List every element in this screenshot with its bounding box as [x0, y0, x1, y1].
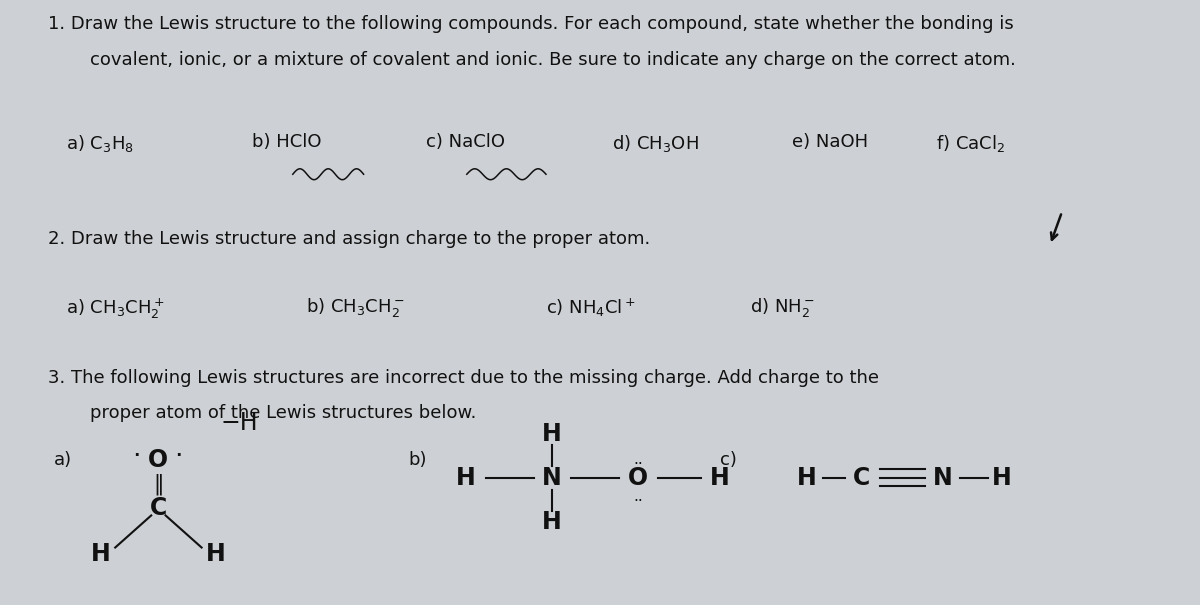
Text: H: H: [992, 466, 1012, 490]
Text: ·: ·: [132, 444, 142, 469]
Text: −H: −H: [221, 411, 258, 436]
Text: H: H: [542, 422, 562, 446]
Text: d) $\mathregular{NH_2^-}$: d) $\mathregular{NH_2^-}$: [750, 296, 815, 319]
Text: f) $\mathregular{CaCl_2}$: f) $\mathregular{CaCl_2}$: [936, 133, 1006, 154]
Text: H: H: [710, 466, 730, 490]
Text: c) $\mathregular{NH_4Cl^+}$: c) $\mathregular{NH_4Cl^+}$: [546, 296, 636, 319]
Text: e) NaOH: e) NaOH: [792, 133, 868, 151]
Text: covalent, ionic, or a mixture of covalent and ionic. Be sure to indicate any cha: covalent, ionic, or a mixture of covalen…: [90, 51, 1016, 70]
Text: O: O: [149, 448, 168, 472]
Text: 3. The following Lewis structures are incorrect due to the missing charge. Add c: 3. The following Lewis structures are in…: [48, 369, 878, 387]
Text: ..: ..: [634, 489, 643, 503]
Text: ..: ..: [634, 453, 643, 467]
Text: N: N: [542, 466, 562, 490]
Text: C: C: [150, 496, 167, 520]
Text: a): a): [54, 451, 72, 469]
Text: C: C: [853, 466, 870, 490]
Text: ‖: ‖: [154, 473, 163, 495]
Text: H: H: [797, 466, 816, 490]
Text: d) $\mathregular{CH_3OH}$: d) $\mathregular{CH_3OH}$: [612, 133, 698, 154]
Text: H: H: [91, 541, 110, 566]
Text: a) $\mathregular{CH_3CH_2^+}$: a) $\mathregular{CH_3CH_2^+}$: [66, 296, 164, 321]
Text: b) $\mathregular{CH_3CH_2^-}$: b) $\mathregular{CH_3CH_2^-}$: [306, 296, 404, 319]
Text: H: H: [456, 466, 475, 490]
Text: N: N: [934, 466, 953, 490]
Text: c) NaClO: c) NaClO: [426, 133, 505, 151]
Text: H: H: [542, 509, 562, 534]
Text: b) HClO: b) HClO: [252, 133, 322, 151]
Text: c): c): [720, 451, 737, 469]
Text: proper atom of the Lewis structures below.: proper atom of the Lewis structures belo…: [90, 404, 476, 422]
Text: O: O: [629, 466, 648, 490]
Text: 2. Draw the Lewis structure and assign charge to the proper atom.: 2. Draw the Lewis structure and assign c…: [48, 230, 650, 248]
Text: b): b): [408, 451, 426, 469]
Text: 1. Draw the Lewis structure to the following compounds. For each compound, state: 1. Draw the Lewis structure to the follo…: [48, 15, 1014, 33]
Text: a) $\mathregular{C_3H_8}$: a) $\mathregular{C_3H_8}$: [66, 133, 134, 154]
Text: H: H: [206, 541, 226, 566]
Text: ·: ·: [174, 444, 184, 469]
